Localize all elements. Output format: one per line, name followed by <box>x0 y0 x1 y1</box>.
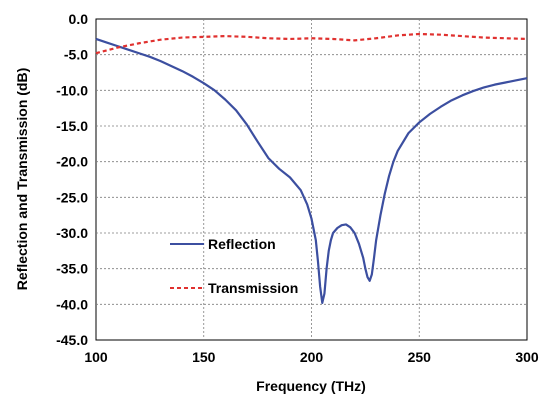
x-tick-label: 100 <box>84 349 108 365</box>
x-tick-label: 250 <box>408 349 432 365</box>
series-lines <box>95 32 528 305</box>
gridlines <box>96 19 527 340</box>
y-tick-label: -35.0 <box>56 261 88 277</box>
y-tick-label: -15.0 <box>56 118 88 134</box>
legend-label-reflection: Reflection <box>208 236 276 252</box>
legend: Reflection Transmission <box>170 236 298 296</box>
x-tick-label: 150 <box>192 349 216 365</box>
y-tick-label: -45.0 <box>56 332 88 348</box>
y-tick-label: -25.0 <box>56 189 88 205</box>
legend-label-transmission: Transmission <box>208 280 298 296</box>
y-tick-label: 0.0 <box>69 11 89 27</box>
series-line-reflection <box>95 37 528 305</box>
y-tick-labels: 0.0 -5.0 -10.0 -15.0 -20.0 -25.0 -30.0 -35.0 -40… <box>56 11 88 348</box>
x-tick-label: 300 <box>515 349 539 365</box>
x-axis-title: Frequency (THz) <box>256 378 366 394</box>
y-tick-label: -30.0 <box>56 225 88 241</box>
y-tick-label: -40.0 <box>56 296 88 312</box>
x-tick-label: 200 <box>300 349 324 365</box>
y-axis-title: Reflection and Transmission (dB) <box>14 68 30 290</box>
y-tick-label: -5.0 <box>64 47 88 63</box>
x-tick-labels: 100 150 200 250 300 <box>84 349 539 365</box>
series-line-transmission <box>95 32 528 55</box>
y-tick-label: -20.0 <box>56 154 88 170</box>
y-tick-label: -10.0 <box>56 82 88 98</box>
